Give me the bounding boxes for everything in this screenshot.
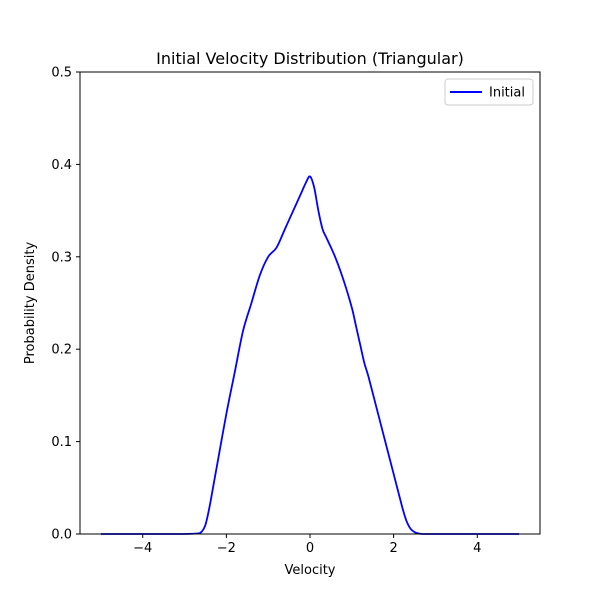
y-tick-label: 0.0	[51, 528, 72, 543]
series-layer	[100, 175, 520, 535]
series-line-initial	[100, 175, 520, 535]
plot-area	[80, 72, 540, 534]
legend-box	[444, 78, 534, 106]
x-tick-label: −4	[133, 541, 152, 556]
y-tick-label: 0.4	[51, 158, 72, 173]
y-axis-label: Probability Density	[23, 242, 38, 365]
y-tick-label: 0.2	[51, 343, 72, 358]
x-tick-label: 2	[389, 541, 397, 556]
y-tick-label: 0.5	[51, 66, 72, 81]
plot-frame	[79, 71, 541, 535]
y-axis-ticks: 0.0 0.1 0.2 0.3 0.4 0.5	[51, 66, 80, 543]
legend: Initial	[444, 78, 534, 106]
x-tick-label: 0	[306, 541, 314, 556]
x-tick-label: 4	[473, 541, 481, 556]
x-axis-label: Velocity	[285, 563, 336, 578]
legend-label-initial: Initial	[489, 86, 525, 101]
chart-title: Initial Velocity Distribution (Triangula…	[156, 49, 464, 68]
y-tick-label: 0.3	[51, 250, 72, 265]
x-tick-label: −2	[217, 541, 236, 556]
y-tick-label: 0.1	[51, 435, 72, 450]
